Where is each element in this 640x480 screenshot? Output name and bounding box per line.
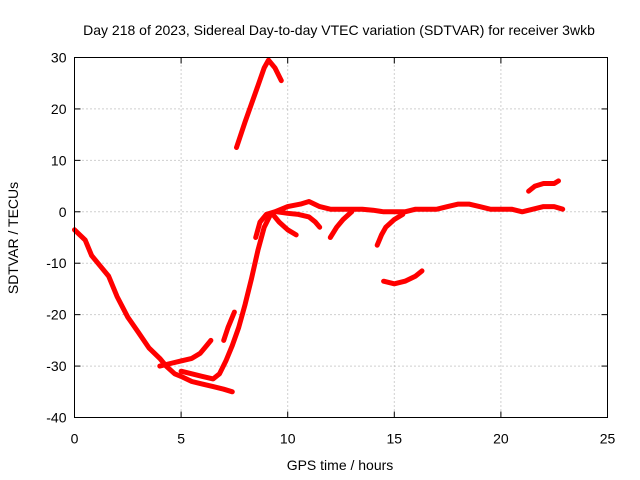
series-arc-1 <box>72 227 235 395</box>
x-tick-label: 5 <box>177 431 185 447</box>
x-tick-label: 20 <box>493 431 509 447</box>
series-arc-7 <box>270 211 299 238</box>
plot-frame <box>74 57 608 418</box>
x-tick-label: 10 <box>280 431 296 447</box>
y-tick-label: 10 <box>51 152 67 168</box>
x-axis-label: GPS time / hours <box>287 457 394 473</box>
data-series <box>72 57 566 395</box>
y-tick-label: 20 <box>51 101 67 117</box>
x-tick-label: 15 <box>387 431 403 447</box>
series-arc-3 <box>178 211 274 382</box>
y-tick-label: -10 <box>46 255 66 271</box>
series-arc-2 <box>157 337 214 369</box>
series-arc-8 <box>274 209 323 230</box>
series-arc-4 <box>221 309 237 343</box>
series-arc-11 <box>381 268 425 287</box>
grid <box>74 57 608 418</box>
axis-tick-labels: 0 5 10 15 20 25 30 20 10 0 -10 -20 -30 -40 <box>46 50 615 447</box>
series-arc-9 <box>327 209 355 240</box>
y-axis-label: SDTVAR / TECUs <box>5 182 21 294</box>
chart-title: Day 218 of 2023, Sidereal Day-to-day VTE… <box>83 22 595 38</box>
series-arc-5 <box>234 57 284 150</box>
x-tick-label: 25 <box>600 431 616 447</box>
axis-ticks <box>74 57 608 418</box>
series-arc-12 <box>526 178 561 194</box>
y-tick-label: -20 <box>46 307 66 323</box>
y-tick-label: -40 <box>46 410 66 426</box>
y-tick-label: 30 <box>51 50 67 66</box>
y-tick-label: -30 <box>46 358 66 374</box>
series-arc-6 <box>253 199 566 240</box>
x-tick-label: 0 <box>71 431 79 447</box>
series-arc-10 <box>374 211 406 248</box>
y-tick-label: 0 <box>59 204 67 220</box>
